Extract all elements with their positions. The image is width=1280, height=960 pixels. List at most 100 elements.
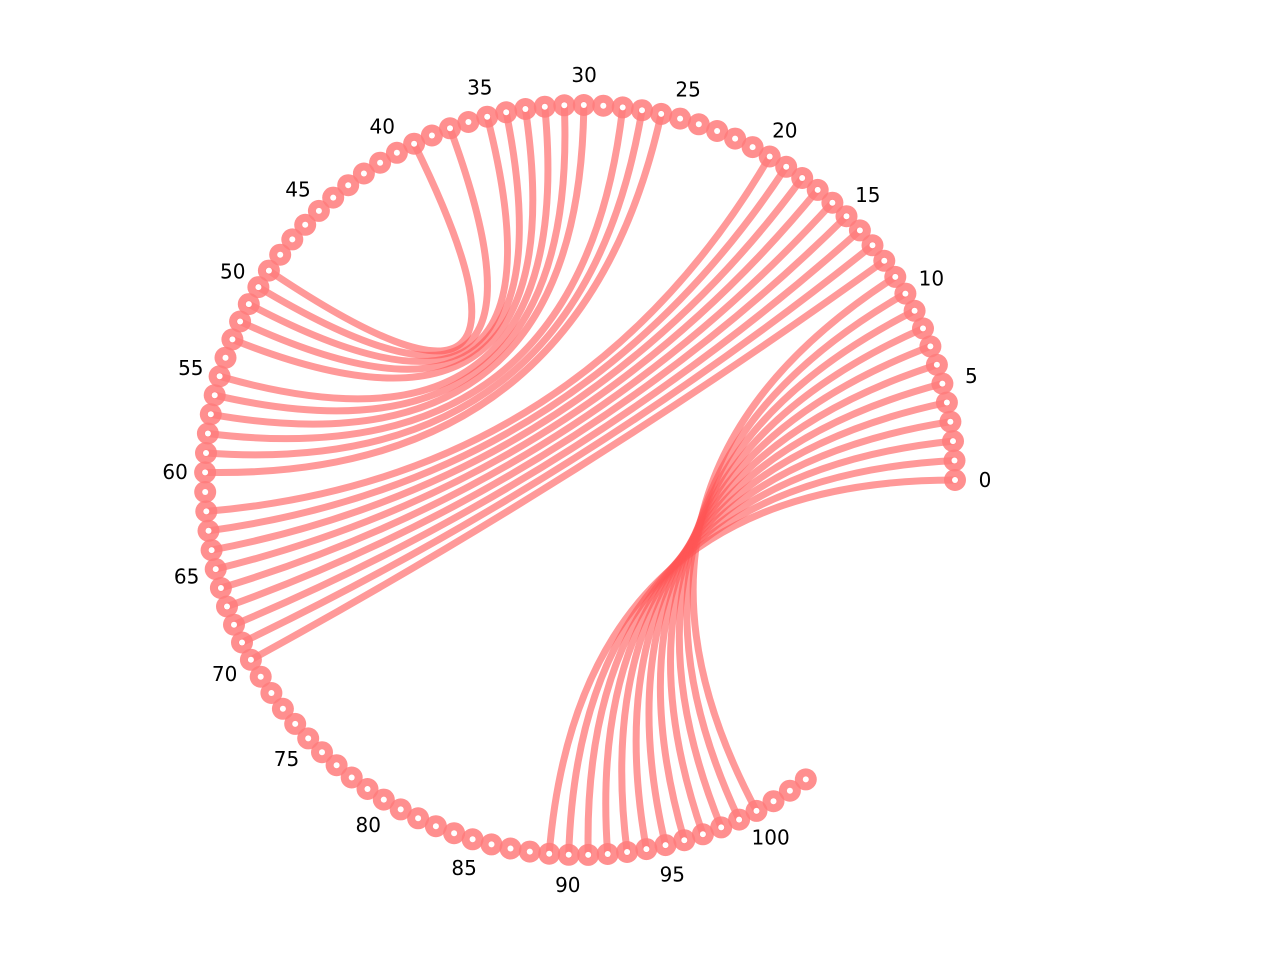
label-layer: 0 5 10 15 20 25 30 35 40 45 50 55 60 65 70 75 80 85 90 95 10… bbox=[162, 63, 991, 897]
node-41 bbox=[369, 151, 392, 174]
edge-32-55 bbox=[216, 103, 552, 403]
node-47 bbox=[281, 228, 304, 251]
node-103 bbox=[794, 768, 817, 791]
node-52 bbox=[229, 310, 252, 333]
node-label-15: 15 bbox=[855, 183, 880, 207]
edge-layer bbox=[201, 101, 959, 859]
edge-37-50 bbox=[254, 124, 491, 359]
node-label-95: 95 bbox=[660, 862, 685, 886]
node-34 bbox=[495, 101, 518, 124]
node-17 bbox=[806, 178, 829, 201]
node-32 bbox=[533, 95, 556, 118]
node-10 bbox=[894, 282, 917, 305]
node-13 bbox=[861, 234, 884, 257]
node-22 bbox=[724, 127, 747, 150]
edge-16-66 bbox=[217, 199, 836, 592]
node-label-35: 35 bbox=[467, 76, 492, 100]
node-87 bbox=[499, 837, 522, 860]
edge-31-56 bbox=[211, 101, 569, 415]
edge-35-51 bbox=[245, 113, 511, 365]
node-44 bbox=[322, 186, 345, 209]
node-75 bbox=[297, 727, 320, 750]
node-49 bbox=[257, 259, 280, 282]
node-102 bbox=[778, 779, 801, 802]
node-label-90: 90 bbox=[555, 873, 580, 897]
node-78 bbox=[340, 766, 363, 789]
node-84 bbox=[443, 822, 466, 845]
edge-15-67 bbox=[223, 212, 850, 610]
edge-11-100 bbox=[689, 273, 899, 815]
node-97 bbox=[691, 823, 714, 846]
node-label-55: 55 bbox=[178, 356, 203, 380]
node-14 bbox=[848, 219, 871, 242]
node-30 bbox=[572, 94, 595, 116]
edge-17-65 bbox=[212, 186, 822, 573]
node-25 bbox=[669, 107, 692, 130]
node-2 bbox=[942, 430, 964, 453]
node-layer bbox=[194, 94, 966, 866]
node-3 bbox=[939, 410, 962, 433]
node-31 bbox=[553, 94, 576, 117]
node-label-0: 0 bbox=[979, 468, 992, 492]
node-6 bbox=[925, 353, 948, 376]
node-74 bbox=[284, 712, 307, 735]
node-53 bbox=[221, 328, 244, 351]
node-85 bbox=[461, 828, 484, 851]
node-88 bbox=[518, 840, 541, 863]
node-11 bbox=[884, 265, 907, 288]
node-27 bbox=[631, 99, 653, 122]
node-19 bbox=[775, 155, 798, 178]
edge-34-52 bbox=[236, 108, 523, 373]
node-60 bbox=[194, 461, 217, 484]
node-99 bbox=[728, 808, 751, 831]
node-79 bbox=[356, 778, 379, 800]
node-72 bbox=[260, 682, 283, 704]
node-48 bbox=[269, 243, 292, 266]
node-12 bbox=[873, 249, 896, 272]
node-50 bbox=[247, 276, 270, 299]
node-96 bbox=[673, 829, 696, 852]
edge-28-58 bbox=[204, 103, 627, 443]
node-51 bbox=[237, 293, 260, 316]
node-15 bbox=[835, 205, 858, 228]
node-21 bbox=[741, 136, 764, 159]
node-36 bbox=[457, 111, 480, 133]
node-label-85: 85 bbox=[451, 856, 476, 880]
node-89 bbox=[538, 842, 561, 865]
node-1 bbox=[943, 449, 966, 472]
node-86 bbox=[480, 833, 503, 856]
node-59 bbox=[195, 442, 217, 464]
node-71 bbox=[249, 665, 272, 688]
node-77 bbox=[325, 754, 348, 777]
node-57 bbox=[199, 403, 222, 426]
node-label-80: 80 bbox=[355, 813, 380, 837]
node-68 bbox=[223, 613, 245, 636]
node-16 bbox=[821, 191, 844, 214]
node-76 bbox=[311, 741, 333, 764]
node-label-30: 30 bbox=[571, 63, 596, 87]
edge-27-59 bbox=[202, 106, 646, 459]
node-98 bbox=[710, 816, 733, 839]
node-92 bbox=[596, 843, 619, 865]
node-81 bbox=[389, 798, 412, 821]
node-94 bbox=[635, 838, 658, 861]
node-43 bbox=[337, 174, 360, 197]
node-0 bbox=[944, 469, 966, 491]
node-66 bbox=[209, 577, 232, 599]
node-8 bbox=[912, 317, 934, 340]
node-23 bbox=[706, 120, 729, 142]
node-67 bbox=[216, 595, 238, 618]
node-65 bbox=[204, 558, 227, 581]
node-35 bbox=[476, 105, 499, 128]
node-56 bbox=[203, 384, 226, 407]
node-61 bbox=[194, 481, 217, 503]
node-93 bbox=[616, 841, 639, 863]
node-45 bbox=[307, 199, 330, 222]
node-label-20: 20 bbox=[772, 119, 797, 143]
node-62 bbox=[195, 500, 218, 523]
node-91 bbox=[577, 843, 600, 866]
edge-39-49 bbox=[265, 140, 476, 355]
node-42 bbox=[352, 162, 375, 185]
node-40 bbox=[385, 141, 408, 164]
node-label-5: 5 bbox=[965, 364, 978, 388]
